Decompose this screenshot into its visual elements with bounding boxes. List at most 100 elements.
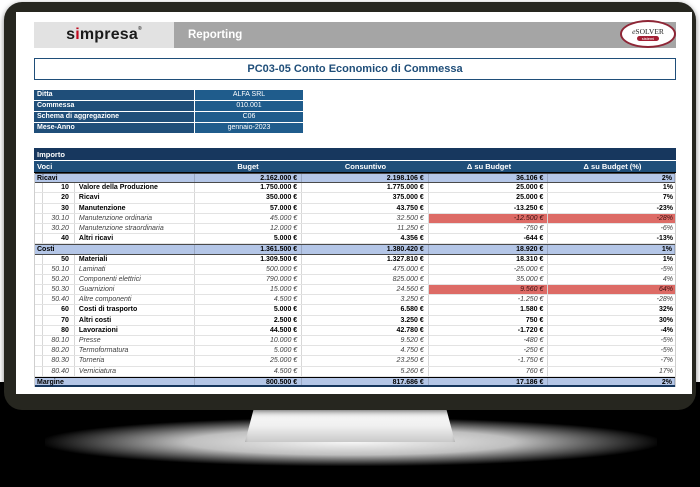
filter-label: Mese-Anno [34,123,194,133]
row-label: Altri ricavi [75,234,195,244]
cell-budget: 5.000 € [195,346,303,356]
cell-budget: 45.000 € [195,213,303,223]
cell-budget: 500.000 € [195,264,303,274]
table-row: 70 Altri costi 2.500 €3.250 €750 € 30% [35,315,675,326]
cell-delta-budget-pct: -7% [660,357,674,365]
row-label: Manutenzione straordinaria [75,223,195,234]
cell-delta-budget: -480 € [429,336,549,346]
table-row: 80.30 Torneria 25.000 €23.250 € -1.750 € -7% [35,356,675,367]
row-code: 20 [43,193,75,203]
cell-budget: 4.500 € [195,366,303,376]
filter-value-field[interactable]: ALFA SRL [195,90,303,100]
cell-delta-budget-pct: -6% [660,224,674,232]
row-label: Presse [75,336,195,346]
filter-row-commessa: Commessa 010.001 [34,101,676,111]
cell-delta-budget-pct: 32% [659,306,674,314]
row-label: Costi [35,245,195,254]
row-code: 80.10 [43,336,75,346]
cell-delta-budget-pct: -13% [656,235,674,243]
row-code: 10 [43,183,75,193]
cell-delta-budget-pct: 2% [548,174,675,183]
row-label: Torneria [75,356,195,366]
row-code: 40 [43,234,75,244]
row-indent [35,336,43,346]
filter-row-ditta: Ditta ALFA SRL [34,90,676,100]
brand-logo: simpresa® [34,22,174,48]
cell-delta-budget: 18.920 € [429,245,549,254]
cell-consuntivo: 23.250 € [302,356,429,366]
cell-delta-budget: -1.750 € [429,356,549,366]
trademark-mark: ® [138,26,142,32]
cell-consuntivo: 817.686 € [302,377,429,386]
cell-consuntivo: 9.520 € [302,336,429,346]
cell-delta-budget: -13.250 € [429,203,549,213]
row-label: Ricavi [35,174,195,183]
row-indent [35,295,43,305]
table-row: 80 Lavorazioni 44.500 €42.780 € -1.720 € -4% [35,325,675,336]
column-header-voci: Voci [37,162,53,171]
row-label: Termoformatura [75,346,195,356]
cell-budget: 5.000 € [195,234,303,244]
row-code: 80 [43,325,75,335]
cell-delta-budget: -250 € [429,346,549,356]
row-indent [35,346,43,356]
cell-consuntivo: 4.750 € [302,346,429,356]
cell-consuntivo: 5.260 € [302,366,429,376]
row-indent [35,183,43,193]
row-label: Manutenzione ordinaria [75,213,195,223]
brand-text: simpresa® [66,26,142,43]
cell-consuntivo: 825.000 € [302,274,429,285]
report-table: Importo Voci Buget Consuntivo Δ su Budge… [34,148,676,387]
report-title-box: PC03-05 Conto Economico di Commessa [34,58,676,80]
cell-consuntivo: 6.580 € [302,305,429,315]
table-row: 80.10 Presse 10.000 €9.520 € -480 € -5% [35,336,675,347]
row-indent [35,193,43,203]
row-label: Costi di trasporto [75,305,195,315]
cell-budget: 4.500 € [195,295,303,305]
cell-budget: 25.000 € [195,356,303,366]
cell-delta-budget-pct: 2% [548,377,675,386]
filter-value-field[interactable]: gennaio-2023 [195,123,303,133]
esolver-logo: eSOLVER sistemi [620,20,676,48]
row-label: Manutenzione [75,203,195,213]
cell-delta-budget: 17.186 € [429,377,549,386]
monitor-stand [245,406,455,442]
cell-budget: 57.000 € [195,203,303,213]
row-code: 30.20 [43,223,75,234]
filter-value-field[interactable]: 010.001 [195,101,303,111]
cell-delta-budget: 18.310 € [429,254,549,264]
table-section-row: Costi 1.361.500 €1.380.420 €18.920 €1% [35,244,675,255]
cell-delta-budget: 25.000 € [429,193,549,203]
row-code: 50 [43,254,75,264]
row-indent [35,356,43,366]
cell-delta-budget: -1.720 € [429,325,549,335]
table-section-row: Ricavi 2.162.000 €2.198.106 €36.106 €2% [35,173,675,184]
column-header-delta-budget: Δ su Budget [466,162,512,171]
table-row: 50.30 Guarnizioni 15.000 €24.560 €9.560 €6… [35,285,676,296]
row-indent [35,223,43,234]
cell-budget: 15.000 € [195,285,303,295]
cell-budget: 44.500 € [195,325,303,335]
cell-consuntivo: 375.000 € [302,193,429,203]
cell-delta-budget: 1.580 € [429,305,549,315]
cell-consuntivo: 2.198.106 € [302,174,429,183]
filter-value-field[interactable]: C06 [195,112,303,122]
cell-delta-budget: 25.000 € [429,183,549,193]
filter-label: Commessa [34,101,194,111]
row-indent [35,366,43,376]
cell-delta-budget-pct: 1% [662,255,674,263]
tab-bar: Reporting [174,22,676,48]
row-label: Lavorazioni [75,325,195,335]
cell-delta-budget-pct: -28% [548,213,676,223]
row-indent [35,305,43,315]
cell-delta-budget: 35.000 € [429,274,549,285]
row-label: Valore della Produzione [75,183,195,193]
table-row: 50.40 Altre componenti 4.500 €3.250 € -1.25… [35,295,675,306]
cell-budget: 790.000 € [195,274,303,285]
row-indent [35,203,43,213]
cell-delta-budget-pct: 17% [659,367,674,375]
row-indent [35,274,43,285]
tab-reporting[interactable]: Reporting [188,29,243,41]
row-code: 60 [43,305,75,315]
row-label: Ricavi [75,193,195,203]
